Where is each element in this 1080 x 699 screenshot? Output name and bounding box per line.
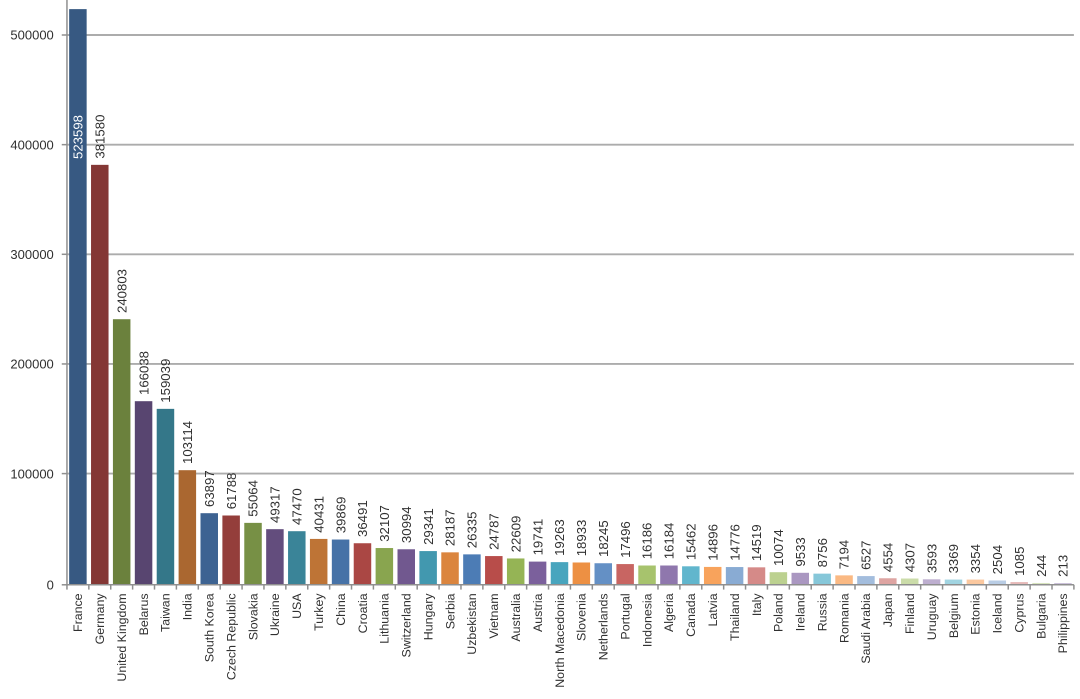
svg-text:24787: 24787	[487, 513, 502, 550]
svg-text:19263: 19263	[552, 519, 567, 556]
svg-text:63897: 63897	[202, 470, 217, 507]
svg-text:Saudi Arabia: Saudi Arabia	[859, 593, 873, 663]
svg-text:300000: 300000	[10, 247, 53, 262]
svg-text:3593: 3593	[924, 544, 939, 573]
svg-text:Ireland: Ireland	[794, 593, 808, 631]
svg-text:16184: 16184	[662, 523, 677, 560]
svg-text:3354: 3354	[968, 544, 983, 573]
svg-text:Australia: Australia	[509, 593, 523, 641]
svg-text:7194: 7194	[837, 540, 852, 569]
svg-text:Slovakia: Slovakia	[246, 593, 260, 640]
svg-text:Netherlands: Netherlands	[597, 593, 611, 660]
svg-text:6527: 6527	[859, 541, 874, 570]
svg-text:Croatia: Croatia	[356, 593, 370, 633]
svg-text:Poland: Poland	[772, 593, 786, 632]
svg-text:Bulgaria: Bulgaria	[1034, 593, 1048, 639]
svg-text:Russia: Russia	[815, 593, 829, 631]
svg-text:22609: 22609	[508, 516, 523, 553]
svg-text:India: India	[181, 593, 195, 620]
svg-text:500000: 500000	[10, 28, 53, 43]
svg-text:18933: 18933	[574, 520, 589, 557]
svg-text:Uzbekistan: Uzbekistan	[465, 593, 479, 654]
svg-text:3369: 3369	[946, 544, 961, 573]
svg-text:Vietnam: Vietnam	[487, 593, 501, 638]
svg-text:Estonia: Estonia	[969, 593, 983, 634]
svg-text:Latvia: Latvia	[706, 593, 720, 626]
svg-text:16186: 16186	[640, 523, 655, 560]
svg-text:40431: 40431	[311, 496, 326, 533]
svg-text:400000: 400000	[10, 137, 53, 152]
svg-text:4554: 4554	[881, 543, 896, 572]
svg-text:Hungary: Hungary	[421, 593, 435, 641]
svg-text:Finland: Finland	[903, 593, 917, 634]
svg-text:4307: 4307	[902, 543, 917, 572]
svg-text:2504: 2504	[990, 545, 1005, 574]
svg-text:Philippines: Philippines	[1056, 593, 1070, 653]
svg-text:Japan: Japan	[881, 593, 895, 627]
svg-text:Romania: Romania	[837, 593, 851, 643]
svg-text:213: 213	[1056, 555, 1071, 577]
svg-text:100000: 100000	[10, 466, 53, 481]
svg-text:Germany: Germany	[93, 593, 107, 645]
svg-text:USA: USA	[290, 593, 304, 619]
svg-text:240803: 240803	[114, 269, 129, 313]
svg-text:United Kingdom: United Kingdom	[115, 593, 129, 681]
svg-text:Taiwan: Taiwan	[159, 593, 173, 632]
svg-text:Italy: Italy	[750, 593, 764, 617]
svg-text:17496: 17496	[618, 521, 633, 558]
svg-text:26335: 26335	[465, 512, 480, 549]
svg-text:Lithuania: Lithuania	[378, 593, 392, 643]
svg-text:166038: 166038	[136, 351, 151, 395]
svg-text:Uruguay: Uruguay	[925, 593, 939, 641]
svg-text:Thailand: Thailand	[728, 593, 742, 641]
svg-text:Czech Republic: Czech Republic	[224, 593, 238, 680]
svg-text:Switzerland: Switzerland	[400, 593, 414, 657]
svg-text:Belgium: Belgium	[947, 593, 961, 638]
svg-text:29341: 29341	[421, 508, 436, 545]
svg-text:Algeria: Algeria	[662, 593, 676, 632]
svg-text:159039: 159039	[158, 359, 173, 403]
svg-text:200000: 200000	[10, 357, 53, 372]
svg-text:Slovenia: Slovenia	[575, 593, 589, 641]
svg-text:Iceland: Iceland	[991, 593, 1005, 633]
svg-text:30994: 30994	[399, 506, 414, 543]
svg-text:North Macedonia: North Macedonia	[553, 593, 567, 687]
svg-text:Serbia: Serbia	[443, 593, 457, 629]
svg-text:55064: 55064	[246, 480, 261, 517]
svg-text:China: China	[334, 593, 348, 625]
svg-text:28187: 28187	[443, 509, 458, 546]
svg-text:8756: 8756	[815, 538, 830, 567]
svg-text:39869: 39869	[333, 497, 348, 534]
svg-text:36491: 36491	[355, 500, 370, 537]
svg-text:14896: 14896	[705, 524, 720, 561]
svg-text:381580: 381580	[92, 115, 107, 159]
svg-text:France: France	[71, 593, 85, 632]
svg-text:15462: 15462	[684, 523, 699, 560]
svg-text:47470: 47470	[290, 488, 305, 525]
svg-text:49317: 49317	[268, 486, 283, 523]
svg-text:Ukraine: Ukraine	[268, 593, 282, 636]
svg-text:14519: 14519	[749, 524, 764, 561]
svg-text:Belarus: Belarus	[137, 593, 151, 635]
svg-text:1085: 1085	[1012, 547, 1027, 576]
svg-text:19741: 19741	[530, 519, 545, 556]
svg-text:Indonesia: Indonesia	[640, 593, 654, 647]
svg-text:523598: 523598	[71, 115, 86, 159]
svg-text:244: 244	[1034, 555, 1049, 577]
svg-text:9533: 9533	[793, 537, 808, 566]
svg-text:32107: 32107	[377, 505, 392, 542]
svg-text:Austria: Austria	[531, 593, 545, 632]
svg-text:Portugal: Portugal	[618, 593, 632, 639]
svg-text:0: 0	[47, 578, 54, 593]
svg-text:103114: 103114	[180, 421, 195, 464]
svg-text:14776: 14776	[727, 524, 742, 561]
svg-text:18245: 18245	[596, 520, 611, 557]
svg-text:Cyprus: Cyprus	[1012, 593, 1026, 632]
svg-text:61788: 61788	[224, 473, 239, 510]
svg-text:South Korea: South Korea	[203, 593, 217, 662]
svg-text:Canada: Canada	[684, 593, 698, 637]
svg-text:Turkey: Turkey	[312, 593, 326, 631]
svg-text:10074: 10074	[771, 529, 786, 566]
